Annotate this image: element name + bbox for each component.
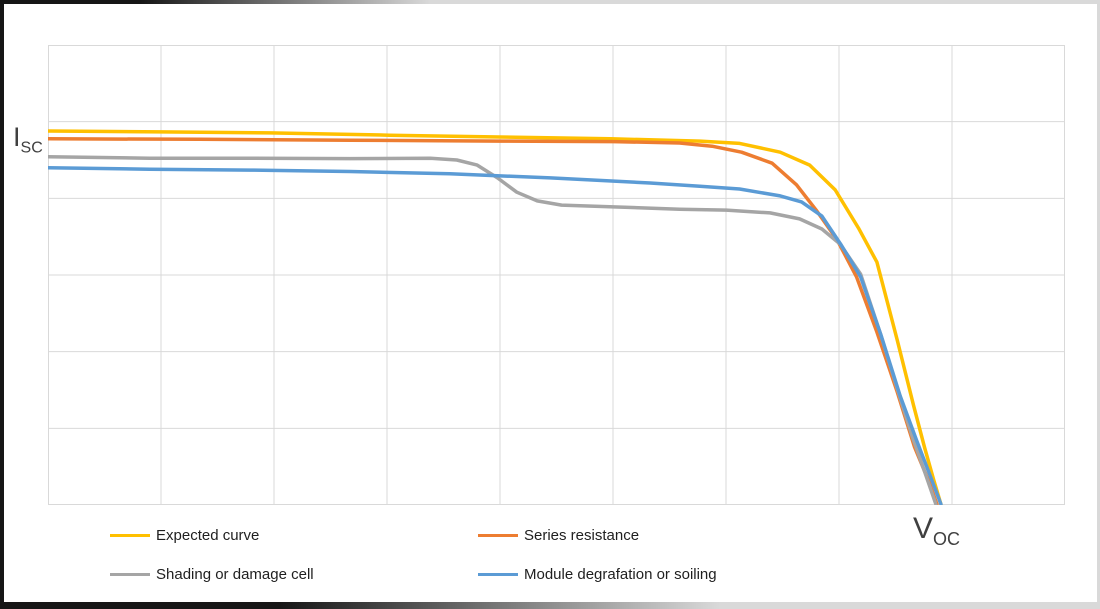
- legend-line-swatch-gray: [110, 572, 150, 576]
- legend-line-swatch-blue: [478, 572, 518, 576]
- y-axis-label-isc: ISC: [13, 122, 43, 157]
- legend-label: Series resistance: [524, 526, 640, 544]
- series-line-expected-curve: [48, 129, 943, 505]
- legend-label: Expected curve: [156, 526, 260, 544]
- series-line-module-degrafation-or-soiling: [48, 166, 943, 505]
- legend-item-expected-curve: Expected curve: [110, 524, 478, 546]
- legend-line-swatch-yellow: [110, 533, 150, 537]
- legend-item-shading-or-damage-cell: Shading or damage cell: [110, 563, 478, 585]
- image-border-right: [1097, 0, 1100, 609]
- legend-line-swatch-orange: [478, 533, 518, 537]
- series-line-series-resistance: [48, 137, 939, 505]
- plot-border: [48, 45, 1065, 505]
- iv-curves-svg: [48, 45, 1065, 505]
- legend-label: Module degrafation or soiling: [524, 565, 717, 583]
- image-border-left: [0, 0, 4, 609]
- legend-item-series-resistance: Series resistance: [478, 524, 717, 546]
- legend-item-module-degrafation-or-soiling: Module degrafation or soiling: [478, 563, 717, 585]
- legend-label: Shading or damage cell: [156, 565, 314, 583]
- image-border-bottom: [0, 602, 1100, 609]
- plot-area: [48, 45, 1065, 505]
- x-axis-label-voc: VOC: [913, 512, 961, 549]
- chart-legend: Expected curve Series resistance Shading…: [110, 524, 717, 585]
- image-border-top: [0, 0, 1100, 4]
- series-line-shading-or-damage-cell: [48, 155, 938, 505]
